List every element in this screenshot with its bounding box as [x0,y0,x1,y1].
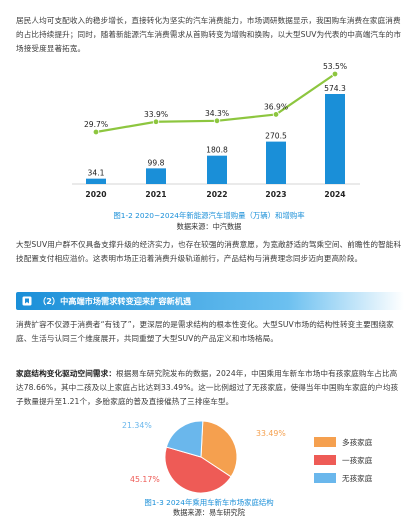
chart1-caption: 图1-2 2020~2024年新能源汽车增购量（万辆）和增购率 [113,211,305,220]
rate-label-2024: 53.5% [323,62,347,71]
bar-2021 [146,168,166,184]
bar-2022 [207,155,227,184]
suv-paragraph: 大型SUV用户群不仅具备支撑升级的经济实力，也存在较强的消费意愿，为宽敞舒适的驾… [16,240,402,263]
section-header: （2）中高端市场需求转变迎来扩容新机遇 [16,292,404,310]
legend-label-1: 一孩家庭 [342,455,373,465]
x-tick-2023: 2023 [265,190,286,199]
pie-label-2: 21.34% [122,421,152,430]
rate-label-2021: 33.9% [144,110,168,119]
bookmark-icon [22,296,32,306]
family-paragraph-body: 根据易车研究院发布的数据，2024年，中国乘用车新车市场中有孩家庭购车占比高达7… [16,369,399,406]
family-paragraph: 家庭结构变化驱动空间需求：根据易车研究院发布的数据，2024年，中国乘用车新车市… [16,367,404,409]
legend-label-0: 多孩家庭 [342,437,373,447]
rate-label-2020: 29.7% [84,120,108,129]
bar-2023 [266,141,286,184]
rate-point-2022 [213,117,221,124]
demand-paragraph: 消费扩容不仅源于消费者“有钱了”，更深层的是需求结构的根本性变化。大型SUV市场… [16,320,394,343]
legend-swatch-2 [314,473,336,483]
rate-point-2021 [152,118,160,125]
rate-point-2023 [272,111,280,118]
pie-label-0: 33.49% [256,429,286,438]
rate-label-2023: 36.9% [264,102,288,111]
bar-label-2023: 270.5 [265,132,287,141]
chart1-source: 数据来源：中汽数据 [176,222,242,231]
bar-label-2021: 99.8 [148,158,165,167]
pie-label-1: 45.17% [130,475,160,484]
bar-label-2020: 34.1 [88,169,105,178]
legend-swatch-0 [314,437,336,447]
rate-label-2022: 34.3% [205,109,229,118]
x-tick-2020: 2020 [85,190,106,199]
bar-2020 [86,178,106,184]
legend-swatch-1 [314,455,336,465]
x-tick-2021: 2021 [145,190,166,199]
pie-slice-2 [165,420,204,458]
section-title: （2）中高端市场需求转变迎来扩容新机遇 [38,296,192,306]
legend-label-2: 无孩家庭 [342,473,373,483]
rate-point-2020 [92,128,100,136]
chart2-caption: 图1-3 2024年乘用车新车市场家庭结构 [144,498,274,507]
x-tick-2024: 2024 [324,190,345,199]
new-energy-increment-chart: 34.1 2020 99.8 2021 180.8 2022 270.5 2023 574.3 2… [72,62,360,199]
chart2-source: 数据来源：易车研究院 [173,508,245,517]
bar-label-2022: 180.8 [206,146,228,155]
rate-point-2024 [331,70,339,78]
intro-paragraph: 居民人均可支配收入的稳步增长，直接转化为坚实的汽车消费能力，市场调研数据显示，我… [16,16,402,53]
bar-2024 [325,94,345,184]
x-tick-2022: 2022 [206,190,227,199]
pie-slice-1 [164,446,232,494]
bar-label-2024: 574.3 [324,84,346,93]
family-paragraph-heading: 家庭结构变化驱动空间需求： [16,369,117,378]
